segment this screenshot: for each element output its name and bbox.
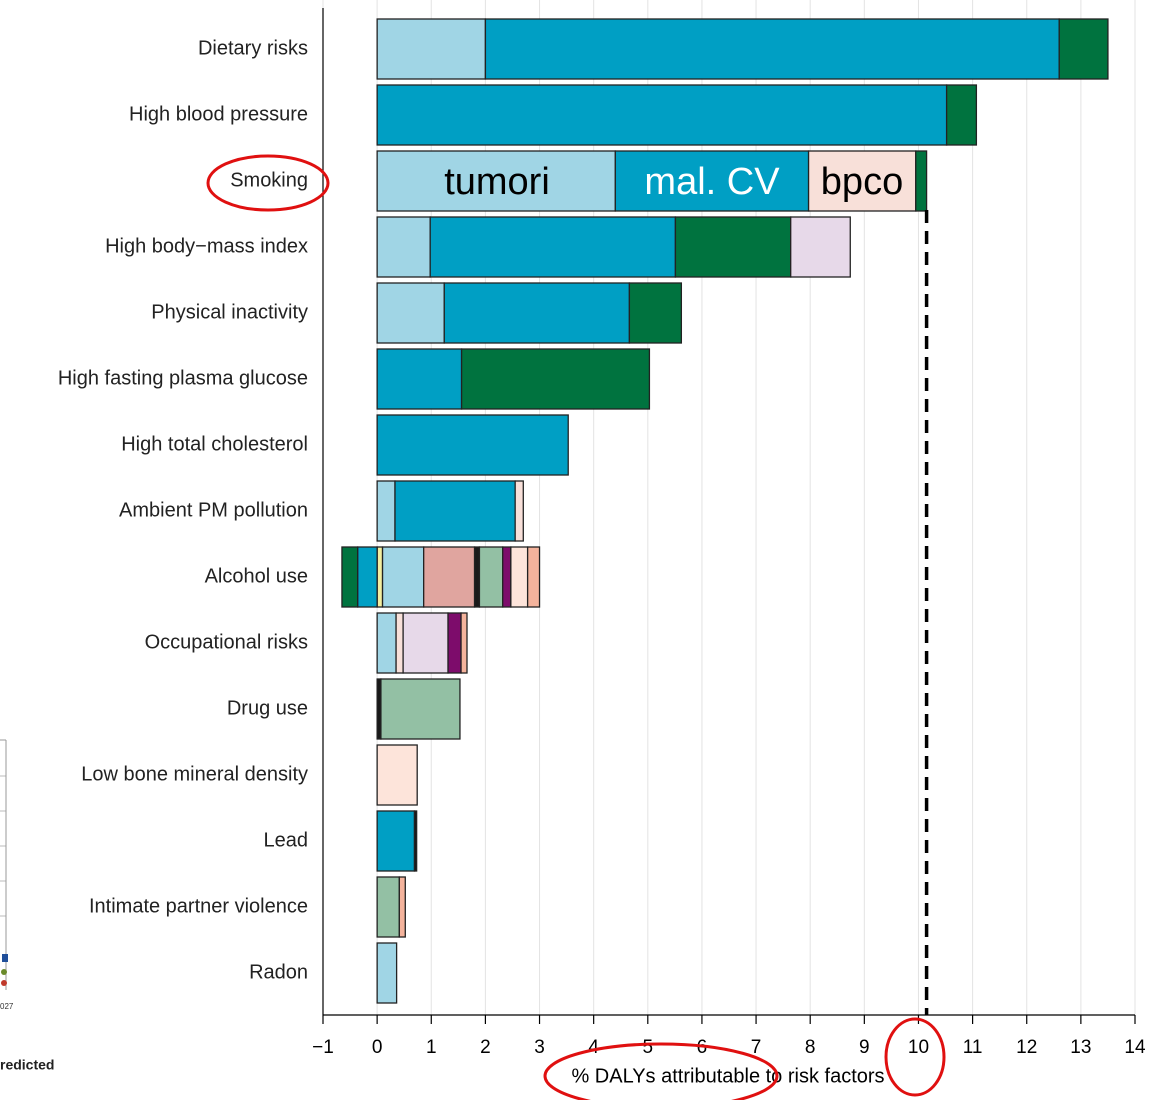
inset-marker	[1, 969, 7, 975]
bar-segment	[1058, 18, 1109, 80]
bar-segment	[478, 546, 504, 608]
bar-segment	[398, 876, 406, 938]
bar-segment	[376, 942, 398, 1004]
x-axis-label: % DALYs attributable to risk factors	[571, 1065, 884, 1087]
bar-segment	[915, 150, 928, 212]
bar-segment	[376, 414, 569, 476]
bar-segment	[381, 546, 425, 608]
y-tick-label: High body−mass index	[105, 235, 308, 257]
x-tick-label: −1	[312, 1037, 334, 1058]
bar-segment	[376, 480, 396, 542]
bar-segment	[443, 282, 631, 344]
bar-segment	[484, 18, 1060, 80]
bar-segment	[356, 546, 378, 608]
inset-panel	[0, 738, 58, 1010]
inset-marker	[1, 980, 7, 986]
bar-segment	[376, 84, 948, 146]
x-tick-label: 3	[534, 1037, 545, 1058]
annotation: tumori	[444, 161, 550, 203]
bar-segment	[376, 744, 418, 806]
x-tick-label: 12	[1016, 1037, 1037, 1058]
y-tick-label: High total cholesterol	[121, 433, 308, 455]
annotation: mal. CV	[644, 161, 780, 203]
x-tick-label: 11	[963, 1037, 983, 1058]
bar-segment	[376, 216, 431, 278]
y-tick-label: Physical inactivity	[151, 301, 308, 323]
bar-segment	[790, 216, 851, 278]
y-tick-label: Dietary risks	[198, 37, 308, 59]
bar-segment	[447, 612, 462, 674]
inset-label: 027	[0, 1002, 14, 1011]
x-tick-label: 10	[908, 1037, 929, 1058]
bar-segment	[510, 546, 529, 608]
x-tick-label: 0	[372, 1037, 383, 1058]
bar-segment	[394, 480, 516, 542]
y-tick-label: Intimate partner violence	[89, 895, 308, 917]
y-tick-label: Lead	[264, 829, 309, 851]
y-tick-label: High fasting plasma glucose	[58, 367, 308, 389]
x-tick-label: 1	[426, 1037, 437, 1058]
bar-segment	[628, 282, 683, 344]
bar-segment	[402, 612, 449, 674]
bar-segment	[413, 810, 418, 872]
bar-segment	[376, 18, 487, 80]
bar-segment	[380, 678, 461, 740]
y-tick-label: Occupational risks	[145, 631, 308, 653]
highlight-circle	[206, 154, 330, 212]
bar-segment	[514, 480, 524, 542]
x-tick-label: 9	[859, 1037, 870, 1058]
highlight-circle	[543, 1042, 779, 1100]
x-tick-label: 4	[588, 1037, 599, 1058]
bar-segment	[526, 546, 541, 608]
bar-segment	[945, 84, 978, 146]
y-tick-label: Radon	[249, 961, 308, 983]
inset-marker	[2, 954, 8, 962]
annotation: bpco	[821, 161, 903, 203]
x-tick-label: 6	[697, 1037, 708, 1058]
bar-segment	[460, 348, 651, 410]
y-tick-label: Smoking	[230, 169, 308, 191]
bar-segment	[502, 546, 512, 608]
bar-segment	[376, 348, 463, 410]
bar-segment	[376, 810, 416, 872]
x-tick-label: 8	[805, 1037, 816, 1058]
bar-segment	[460, 612, 468, 674]
bar-segment	[376, 612, 397, 674]
y-tick-label: Alcohol use	[205, 565, 308, 587]
bar-segment	[395, 612, 404, 674]
bar-segment	[341, 546, 359, 608]
highlight-circle	[884, 1017, 946, 1097]
y-tick-label: Drug use	[227, 697, 308, 719]
x-tick-label: 7	[751, 1037, 762, 1058]
bar-segment	[376, 546, 384, 608]
bar-segment	[376, 282, 445, 344]
inset-label: redicted	[0, 1057, 54, 1073]
x-tick-label: 14	[1124, 1037, 1146, 1058]
bar-segment	[376, 876, 400, 938]
y-tick-label: High blood pressure	[129, 103, 308, 125]
x-tick-label: 13	[1070, 1037, 1091, 1058]
x-tick-label: 2	[480, 1037, 491, 1058]
bar-segment	[429, 216, 677, 278]
x-tick-label: 5	[643, 1037, 654, 1058]
bar-segment	[614, 150, 810, 212]
y-tick-label: Ambient PM pollution	[119, 499, 308, 521]
bar-segment	[674, 216, 792, 278]
bar-segment	[376, 150, 616, 212]
y-tick-label: Low bone mineral density	[81, 763, 308, 785]
bar-segment	[473, 546, 481, 608]
bar-segment	[423, 546, 476, 608]
